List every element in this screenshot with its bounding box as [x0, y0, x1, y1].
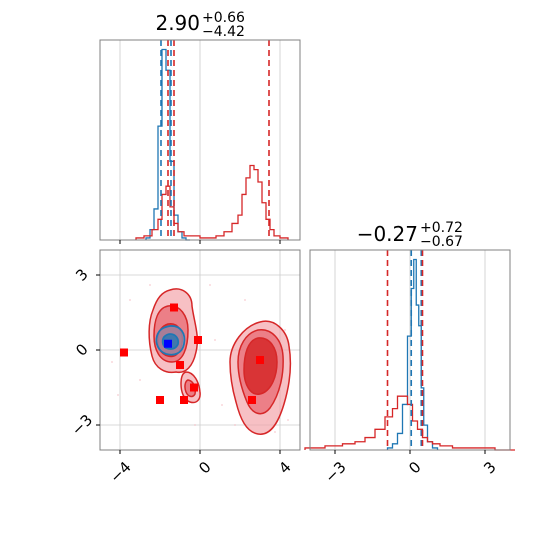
- hist-x-quantile-lines: [160, 40, 270, 240]
- hist-x-series: [135, 48, 289, 241]
- right-cluster-inner-contour: [243, 337, 278, 395]
- hist-y-title-value: −0.27: [357, 222, 418, 246]
- hist-y-ticks: −3 0 3: [321, 450, 500, 486]
- x-tick-label: 4: [275, 458, 294, 477]
- red-square-marker-0: [120, 348, 128, 357]
- red-square-marker-6: [180, 396, 188, 404]
- x-tick-label: −4: [106, 458, 134, 486]
- x-tick-label: −3: [321, 458, 349, 486]
- hist-y-title-plus: +0.72: [420, 220, 463, 236]
- right-cluster-contours: [229, 320, 292, 435]
- red-square-marker-8: [256, 356, 264, 364]
- y-tick-label: 3: [72, 265, 91, 284]
- hist-y-quantile-lines: [386, 250, 424, 450]
- x-tick-label: 0: [405, 458, 424, 477]
- scatter-markers: [120, 303, 264, 404]
- hist-x-title-minus: −4.42: [202, 24, 245, 40]
- blue-square-marker: [164, 339, 172, 348]
- hist-series-1: [135, 164, 289, 240]
- scatter-panel: −4 0 4 −3 0 3: [68, 249, 301, 486]
- red-square-marker-7: [248, 396, 256, 404]
- y-tick-label: −3: [68, 411, 96, 439]
- red-square-marker-5: [156, 396, 164, 404]
- x-tick-label: 3: [480, 458, 499, 477]
- hist-panel-y: −0.27 +0.72 −0.67 −3 0 3: [304, 220, 515, 486]
- hist-x-ticks: [119, 240, 281, 244]
- hist-series-0: [386, 258, 439, 450]
- hist-x-title-plus: +0.66: [202, 10, 245, 26]
- red-square-marker-3: [176, 361, 184, 369]
- hist-series-1: [304, 395, 515, 451]
- x-tick-label: 0: [195, 458, 214, 477]
- hist-x-title-value: 2.90: [155, 11, 200, 35]
- hist-y-title-minus: −0.67: [420, 234, 463, 250]
- hist-y-series: [304, 258, 515, 451]
- red-square-marker-1: [170, 303, 178, 312]
- hist-panel-x: 2.90 +0.66 −4.42: [99, 10, 301, 244]
- hist-y-grid: [334, 250, 486, 450]
- left-cluster-contours: [148, 288, 201, 404]
- red-square-marker-2: [194, 336, 202, 344]
- y-tick-label: 0: [72, 340, 91, 359]
- hist-x-grid: [119, 40, 281, 240]
- red-square-marker-4: [190, 383, 198, 392]
